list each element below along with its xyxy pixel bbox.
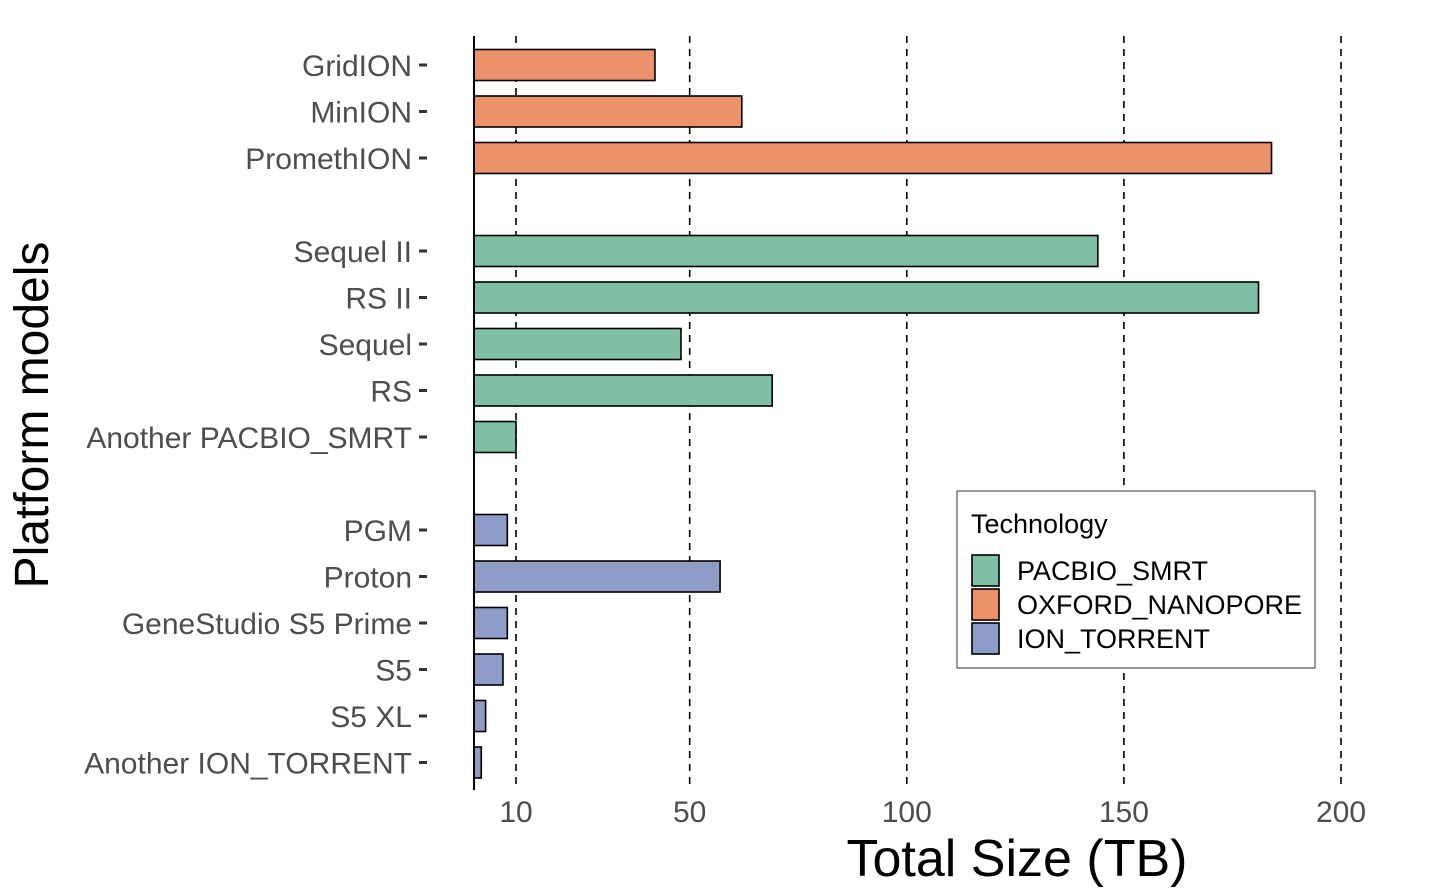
bar-genestudio-s5-prime (473, 606, 509, 640)
y-tick-label: Another ION_TORRENT (84, 748, 412, 781)
bar-s5-xl (473, 699, 487, 733)
y-tick-label: PGM (344, 515, 412, 548)
y-tick-label: RS II (345, 283, 412, 316)
legend-entry-label: PACBIO_SMRT (1017, 556, 1208, 586)
y-tick-label: S5 (375, 655, 412, 688)
y-tick-label: S5 XL (330, 701, 412, 734)
bar-gridion (473, 48, 656, 82)
bar-sequel (473, 327, 682, 361)
legend-entry-label: ION_TORRENT (1017, 624, 1210, 654)
bar-rs (473, 374, 773, 407)
y-axis-title: Platform models (6, 242, 59, 589)
x-tick-label: 100 (882, 796, 932, 829)
bar-another-ion-torrent (473, 746, 483, 779)
y-tick-label: Sequel (319, 329, 412, 362)
bar-another-pacbio-smrt (473, 420, 517, 454)
legend-title: Technology (971, 509, 1108, 539)
axes: 10 50 100 150 200 GridION MinION PromethION Sequ… (84, 36, 1366, 829)
y-tick-label: MinION (310, 97, 412, 130)
y-tick-label: Proton (324, 562, 412, 595)
bar-sequel-ii (473, 234, 1099, 268)
legend-box (956, 490, 1316, 669)
bar-proton (473, 560, 721, 593)
bar-s5 (473, 653, 504, 686)
legend-swatch (971, 622, 1000, 655)
bars (473, 48, 1273, 779)
x-tick-label: 10 (499, 796, 532, 829)
bar-promethion (473, 141, 1273, 175)
legend-entry-label: OXFORD_NANOPORE (1017, 590, 1302, 620)
x-axis-title: Total Size (TB) (847, 830, 1188, 888)
legend-swatch (971, 588, 1000, 621)
legend: Technology PACBIO_SMRT OXFORD_NANOPORE ION… (956, 490, 1316, 669)
bar-minion (473, 95, 743, 128)
x-tick-label: 150 (1099, 796, 1149, 829)
y-tick-label: PromethION (245, 143, 412, 176)
x-tick-label: 50 (673, 796, 706, 829)
y-tick-label: GridION (302, 50, 412, 83)
y-tick-label: GeneStudio S5 Prime (122, 608, 412, 641)
y-tick-label: RS (370, 376, 412, 409)
y-tick-label: Another PACBIO_SMRT (86, 422, 412, 455)
legend-swatch (971, 554, 1000, 587)
y-tick-label: Sequel II (294, 236, 412, 269)
bar-rs-ii (473, 281, 1260, 314)
bar-pgm (473, 513, 509, 547)
x-tick-label: 200 (1316, 796, 1366, 829)
